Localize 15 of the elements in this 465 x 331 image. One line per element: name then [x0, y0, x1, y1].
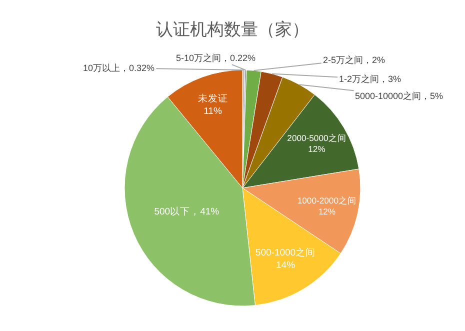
slice-label: 10万以上，0.32%: [83, 63, 155, 73]
data-label: 12%: [318, 206, 336, 217]
data-label: 11%: [204, 106, 222, 118]
slice-label: 500-1000之间: [255, 246, 316, 259]
data-label: 14%: [276, 260, 296, 272]
chart-title: 认证机构数量（家）: [156, 20, 309, 40]
data-label: 12%: [308, 144, 326, 154]
slice-label: 未发证: [198, 92, 228, 105]
slice-label: 1-2万之间，3%: [339, 74, 402, 84]
slice-label: 1000-2000之间: [297, 195, 356, 206]
slice-label: 2000-5000之间: [287, 132, 346, 143]
slice-label: 5-10万之间，0.22%: [176, 53, 256, 63]
slice-label: 500以下，41%: [154, 205, 220, 218]
slice-label: 5000-10000之间，5%: [355, 91, 444, 101]
slice-label: 2-5万之间，2%: [323, 55, 386, 65]
